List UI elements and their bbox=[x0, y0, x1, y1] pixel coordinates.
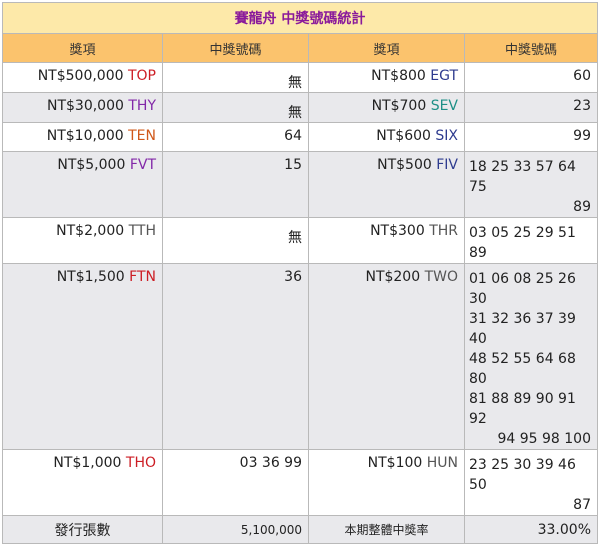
prize-amount: NT$800 bbox=[371, 68, 426, 84]
prize-amount: NT$1,500 bbox=[56, 269, 125, 285]
prize-cell: NT$2,000 TTH bbox=[2, 217, 163, 264]
prize-amount: NT$10,000 bbox=[46, 128, 124, 144]
prize-amount: NT$600 bbox=[376, 128, 431, 144]
winning-numbers: 99 bbox=[464, 122, 598, 152]
prize-cell: NT$600 SIX bbox=[308, 122, 465, 152]
table-row: NT$30,000 THY 無 NT$700 SEV 23 bbox=[2, 92, 598, 123]
header-numbers-right: 中獎號碼 bbox=[464, 33, 598, 63]
table-title: 賽龍舟 中獎號碼統計 bbox=[2, 2, 598, 34]
prize-cell: NT$5,000 FVT bbox=[2, 151, 163, 218]
table-row: NT$1,500 FTN 36 NT$200 TWO 01 06 08 25 2… bbox=[2, 263, 598, 450]
numbers-line: 89 bbox=[573, 199, 591, 215]
numbers-line: 87 bbox=[573, 497, 591, 513]
prize-amount: NT$1,000 bbox=[53, 455, 122, 471]
prize-code: THO bbox=[125, 455, 156, 471]
prize-code: SIX bbox=[435, 128, 458, 144]
winning-numbers: 無 bbox=[162, 92, 309, 123]
prize-cell: NT$700 SEV bbox=[308, 92, 465, 123]
prize-amount: NT$30,000 bbox=[46, 98, 124, 114]
prize-cell: NT$10,000 TEN bbox=[2, 122, 163, 152]
winning-numbers: 60 bbox=[464, 62, 598, 93]
prize-code: HUN bbox=[426, 455, 458, 471]
numbers-line: 01 06 08 25 26 30 bbox=[469, 271, 576, 307]
numbers-line: 23 25 30 39 46 50 bbox=[469, 457, 576, 493]
winning-numbers: 18 25 33 57 64 75 89 bbox=[464, 151, 598, 218]
prize-cell: NT$200 TWO bbox=[308, 263, 465, 450]
win-rate-value: 33.00% bbox=[464, 515, 598, 544]
prize-amount: NT$500 bbox=[377, 157, 432, 173]
prize-cell: NT$500 FIV bbox=[308, 151, 465, 218]
prize-code: TWO bbox=[424, 269, 458, 285]
prize-code: FTN bbox=[129, 269, 156, 285]
table-row: NT$10,000 TEN 64 NT$600 SIX 99 bbox=[2, 122, 598, 152]
prize-code: FVT bbox=[129, 157, 156, 173]
table-row: NT$2,000 TTH 無 NT$300 THR 03 05 25 29 51… bbox=[2, 217, 598, 264]
header-prize-right: 獎項 bbox=[308, 33, 465, 63]
winning-numbers: 01 06 08 25 26 30 31 32 36 37 39 40 48 5… bbox=[464, 263, 598, 450]
table-row: NT$1,000 THO 03 36 99 NT$100 HUN 23 25 3… bbox=[2, 449, 598, 516]
winning-numbers: 無 bbox=[162, 62, 309, 93]
prize-code: FIV bbox=[436, 157, 458, 173]
prize-amount: NT$300 bbox=[370, 223, 425, 239]
winning-numbers: 03 36 99 bbox=[162, 449, 309, 516]
prize-code: TTH bbox=[128, 223, 156, 239]
header-row: 獎項 中獎號碼 獎項 中獎號碼 bbox=[2, 33, 598, 63]
numbers-line: 48 52 55 64 68 80 bbox=[469, 351, 576, 387]
prize-amount: NT$500,000 bbox=[37, 68, 124, 84]
issued-value: 5,100,000 bbox=[162, 515, 309, 544]
prize-amount: NT$700 bbox=[371, 98, 427, 114]
numbers-line: 18 25 33 57 64 75 bbox=[469, 159, 576, 195]
numbers-line: 03 05 25 29 51 89 bbox=[469, 225, 576, 261]
prize-amount: NT$2,000 bbox=[56, 223, 125, 239]
numbers-line: 81 88 89 90 91 92 bbox=[469, 391, 576, 427]
header-numbers-left: 中獎號碼 bbox=[162, 33, 309, 63]
prize-code: EGT bbox=[430, 68, 458, 84]
prize-code: THY bbox=[128, 98, 156, 114]
prize-code: TEN bbox=[128, 128, 156, 144]
prize-cell: NT$800 EGT bbox=[308, 62, 465, 93]
table-row: NT$5,000 FVT 15 NT$500 FIV 18 25 33 57 6… bbox=[2, 151, 598, 218]
winning-numbers: 64 bbox=[162, 122, 309, 152]
prize-code: THR bbox=[429, 223, 458, 239]
prize-cell: NT$30,000 THY bbox=[2, 92, 163, 123]
prize-amount: NT$200 bbox=[365, 269, 421, 285]
winning-numbers: 23 25 30 39 46 50 87 bbox=[464, 449, 598, 516]
numbers-line: 31 32 36 37 39 40 bbox=[469, 311, 576, 347]
prize-code: TOP bbox=[127, 68, 156, 84]
winning-numbers: 03 05 25 29 51 89 bbox=[464, 217, 598, 264]
numbers-line: 94 95 98 100 bbox=[497, 431, 591, 447]
winning-numbers: 36 bbox=[162, 263, 309, 450]
prize-code: SEV bbox=[430, 98, 458, 114]
prize-cell: NT$1,000 THO bbox=[2, 449, 163, 516]
winning-numbers: 無 bbox=[162, 217, 309, 264]
winning-numbers: 15 bbox=[162, 151, 309, 218]
win-rate-label: 本期整體中獎率 bbox=[308, 515, 465, 544]
summary-row: 發行張數 5,100,000 本期整體中獎率 33.00% bbox=[2, 515, 598, 544]
table-row: NT$500,000 TOP 無 NT$800 EGT 60 bbox=[2, 62, 598, 93]
issued-label: 發行張數 bbox=[2, 515, 163, 544]
winning-numbers: 23 bbox=[464, 92, 598, 123]
header-prize-left: 獎項 bbox=[2, 33, 163, 63]
prize-amount: NT$100 bbox=[367, 455, 423, 471]
prize-amount: NT$5,000 bbox=[57, 157, 126, 173]
prize-cell: NT$500,000 TOP bbox=[2, 62, 163, 93]
prize-cell: NT$1,500 FTN bbox=[2, 263, 163, 450]
prize-cell: NT$100 HUN bbox=[308, 449, 465, 516]
prize-cell: NT$300 THR bbox=[308, 217, 465, 264]
